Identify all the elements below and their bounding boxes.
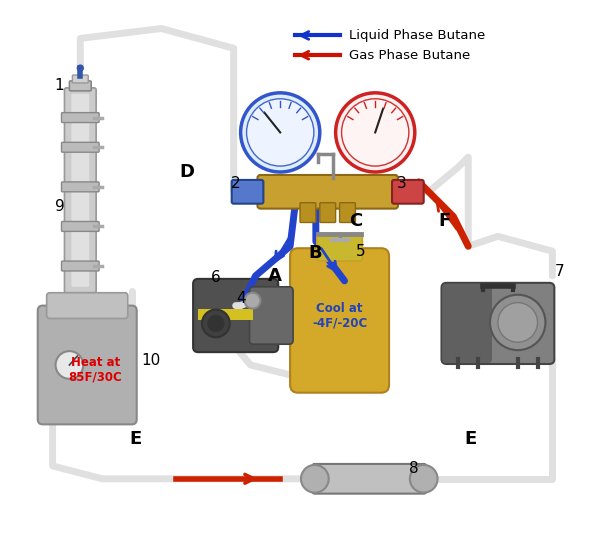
Text: D: D	[179, 163, 194, 181]
Circle shape	[245, 293, 260, 309]
Text: 8: 8	[409, 461, 418, 477]
FancyBboxPatch shape	[317, 233, 362, 261]
Circle shape	[335, 93, 415, 172]
Text: A: A	[268, 267, 282, 285]
Text: 3: 3	[397, 176, 407, 191]
FancyBboxPatch shape	[193, 279, 278, 352]
Text: Gas Phase Butane: Gas Phase Butane	[349, 49, 471, 62]
Circle shape	[56, 351, 83, 379]
Text: 2: 2	[231, 176, 241, 191]
Circle shape	[410, 465, 437, 493]
Circle shape	[247, 99, 314, 166]
FancyBboxPatch shape	[61, 261, 99, 271]
FancyBboxPatch shape	[443, 284, 492, 363]
Text: 4: 4	[236, 291, 246, 306]
Text: B: B	[308, 244, 322, 262]
FancyBboxPatch shape	[61, 221, 99, 232]
Circle shape	[341, 99, 409, 166]
Text: Heat at
85F/30C: Heat at 85F/30C	[68, 356, 122, 384]
FancyBboxPatch shape	[71, 94, 89, 287]
FancyBboxPatch shape	[47, 293, 128, 318]
FancyBboxPatch shape	[392, 180, 424, 204]
Text: Liquid Phase Butane: Liquid Phase Butane	[349, 29, 486, 42]
FancyBboxPatch shape	[61, 182, 99, 192]
FancyBboxPatch shape	[312, 464, 427, 494]
Circle shape	[202, 310, 230, 337]
FancyBboxPatch shape	[64, 88, 96, 293]
Circle shape	[490, 295, 545, 350]
FancyBboxPatch shape	[250, 287, 293, 344]
FancyBboxPatch shape	[320, 203, 335, 222]
Text: E: E	[464, 430, 476, 448]
FancyBboxPatch shape	[300, 203, 316, 222]
FancyBboxPatch shape	[61, 143, 99, 152]
Text: C: C	[349, 212, 363, 230]
Text: Cool at
-4F/-20C: Cool at -4F/-20C	[312, 302, 367, 330]
Circle shape	[77, 65, 83, 71]
FancyBboxPatch shape	[38, 306, 137, 425]
Text: 7: 7	[554, 264, 564, 279]
Circle shape	[208, 316, 224, 331]
FancyBboxPatch shape	[232, 180, 263, 204]
FancyBboxPatch shape	[198, 309, 253, 321]
FancyBboxPatch shape	[290, 248, 389, 393]
Text: 6: 6	[211, 270, 221, 285]
Circle shape	[498, 303, 538, 342]
Text: F: F	[439, 212, 451, 230]
Circle shape	[241, 93, 320, 172]
Text: 9: 9	[55, 199, 64, 214]
FancyBboxPatch shape	[257, 175, 398, 209]
Text: 5: 5	[355, 244, 365, 259]
Text: E: E	[130, 430, 142, 448]
FancyBboxPatch shape	[340, 203, 355, 222]
FancyBboxPatch shape	[73, 75, 88, 83]
FancyBboxPatch shape	[442, 283, 554, 364]
FancyBboxPatch shape	[61, 113, 99, 123]
Text: 10: 10	[142, 353, 161, 368]
Text: 1: 1	[55, 78, 64, 93]
Circle shape	[301, 465, 329, 493]
FancyBboxPatch shape	[70, 81, 91, 91]
